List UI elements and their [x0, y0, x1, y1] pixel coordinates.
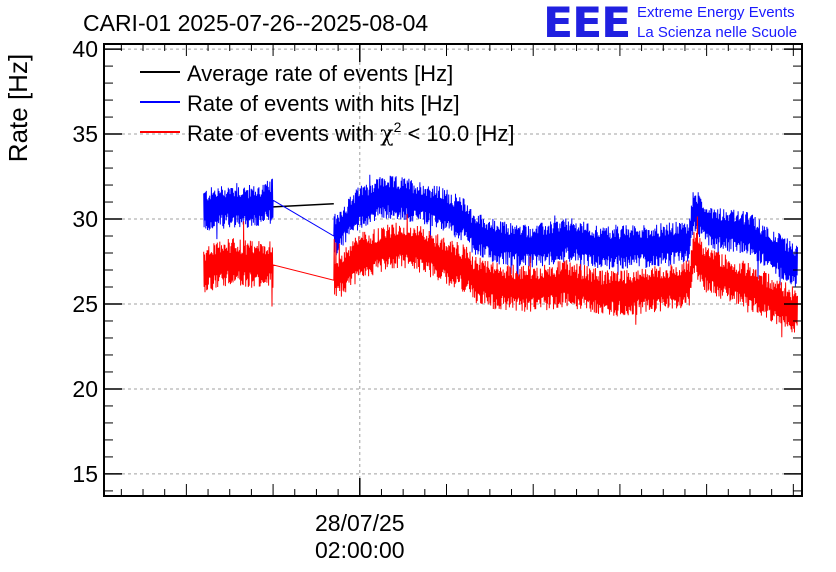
x-tick-label-time: 02:00:00 [315, 537, 405, 563]
eee-logo: EEE [543, 0, 631, 47]
legend-label-chi2: Rate of events with χ2 < 10.0 [Hz] [187, 119, 514, 147]
y-tick-label: 35 [72, 121, 98, 147]
legend-label-hits: Rate of events with hits [Hz] [187, 91, 460, 116]
y-tick-label: 30 [72, 206, 98, 232]
axes: 15202530354028/07/2502:00:0004/08/2502:0… [72, 36, 802, 563]
y-tick-label: 15 [72, 461, 98, 487]
y-axis-label: Rate [Hz] [3, 54, 33, 162]
chart-title: CARI-01 2025-07-26--2025-08-04 [83, 10, 428, 36]
series-layer [203, 174, 798, 338]
x-tick-label-date: 28/07/25 [315, 510, 405, 536]
legend-label-average: Average rate of events [Hz] [187, 61, 453, 86]
y-tick-label: 40 [72, 36, 98, 62]
series-chi2-line [203, 213, 798, 338]
y-tick-label: 25 [72, 291, 98, 317]
y-tick-label: 20 [72, 376, 98, 402]
organization-line-2: La Scienza nelle Scuole [637, 24, 798, 41]
organization-line-1: Extreme Energy Events [637, 4, 795, 21]
organization-name: Extreme Energy Events La Scienza nelle S… [637, 3, 797, 43]
legend: Average rate of events [Hz] Rate of event… [140, 61, 514, 147]
